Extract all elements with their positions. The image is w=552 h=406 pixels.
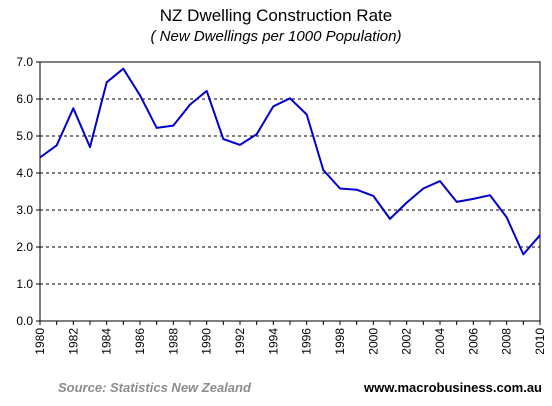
series-line	[39, 67, 541, 256]
y-tick-label: 3.0	[16, 203, 33, 217]
x-tick-label: 1980	[33, 328, 47, 355]
source-note: Source: Statistics New Zealand	[58, 380, 251, 395]
x-tick-label: 2008	[500, 328, 514, 355]
x-tick-label: 1992	[233, 328, 247, 355]
y-tick-label: 5.0	[16, 129, 33, 143]
x-tick-label: 1994	[266, 328, 280, 355]
x-tick-label: 1998	[333, 328, 347, 355]
x-tick-label: 2000	[366, 328, 380, 355]
y-tick-label: 1.0	[16, 277, 33, 291]
x-tick-label: 2004	[433, 328, 447, 355]
x-tick-label: 1996	[300, 328, 314, 355]
x-tick-label: 2002	[400, 328, 414, 355]
x-tick-label: 1988	[166, 328, 180, 355]
chart-subtitle: ( New Dwellings per 1000 Population)	[150, 28, 402, 45]
site-credit: www.macrobusiness.com.au	[364, 380, 542, 395]
y-tick-label: 2.0	[16, 240, 33, 254]
y-tick-label: 4.0	[16, 166, 33, 180]
plot-area	[39, 61, 541, 322]
x-tick-label: 2006	[466, 328, 480, 355]
x-tick-label: 1990	[200, 328, 214, 355]
x-tick-label: 1982	[66, 328, 80, 355]
chart-title: NZ Dwelling Construction Rate	[159, 6, 393, 25]
x-tick-label: 2010	[533, 328, 547, 355]
x-tick-label: 1986	[133, 328, 147, 355]
y-tick-label: 0.0	[16, 314, 33, 328]
y-tick-label: 7.0	[16, 55, 33, 69]
x-tick-label: 1984	[100, 328, 114, 355]
y-tick-label: 6.0	[16, 92, 33, 106]
